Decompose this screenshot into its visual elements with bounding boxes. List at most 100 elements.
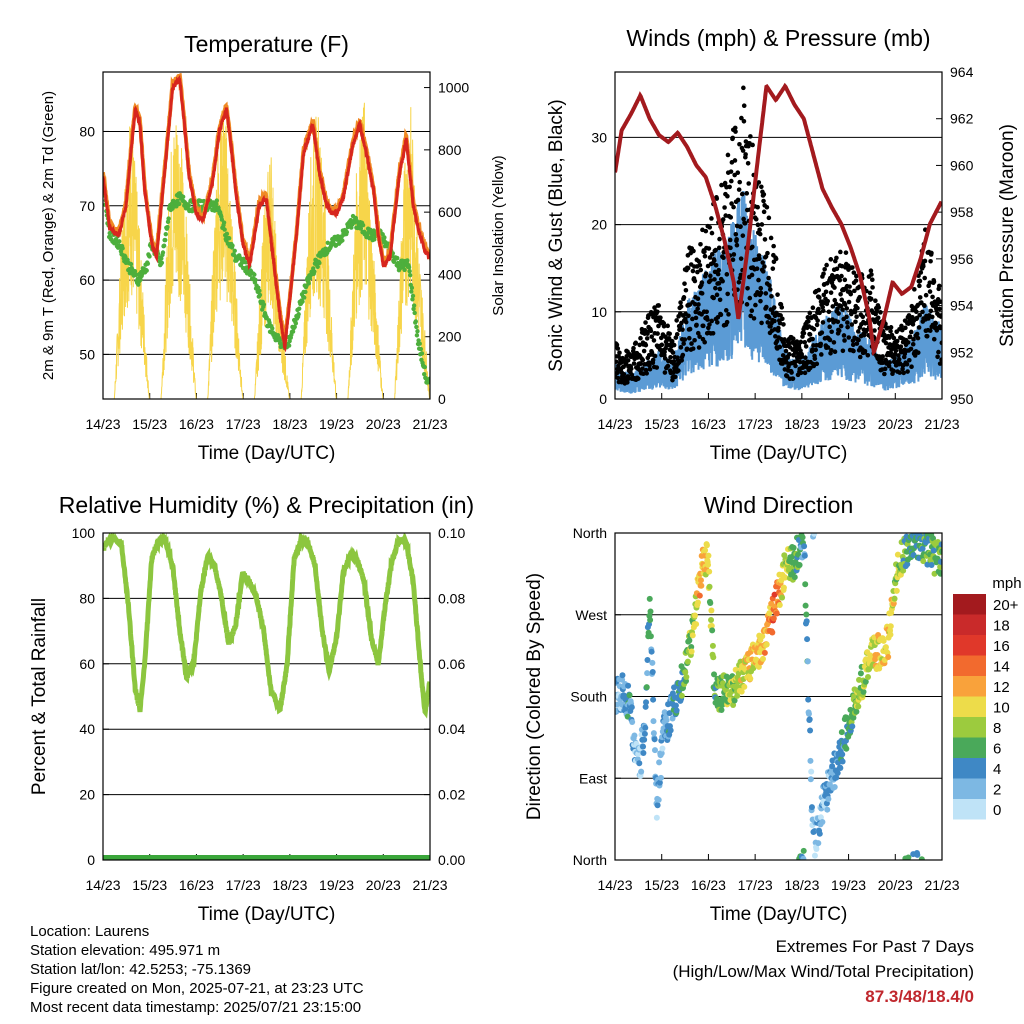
- gust-point: [738, 256, 744, 261]
- y-tick-label: East: [579, 770, 607, 786]
- gust-point: [898, 344, 904, 349]
- gust-point: [651, 338, 657, 343]
- gust-point: [912, 287, 917, 292]
- gust-point: [678, 304, 684, 309]
- gust-point: [741, 216, 746, 222]
- gust-point: [695, 306, 700, 312]
- gust-point: [939, 357, 942, 362]
- dewpoint-point: [117, 239, 122, 244]
- direction-point: [937, 563, 942, 570]
- gust-point: [802, 370, 808, 376]
- dewpoint-point: [360, 222, 366, 228]
- y-tick-label: 0: [87, 852, 95, 868]
- direction-point: [779, 594, 786, 601]
- gust-point: [658, 315, 663, 320]
- legend-label: 20+: [993, 597, 1019, 614]
- gust-point: [903, 325, 908, 331]
- x-tick-label: 16/23: [179, 877, 214, 893]
- gust-point: [690, 346, 696, 351]
- gust-point: [692, 301, 698, 307]
- x-tick-label: 16/23: [179, 416, 214, 432]
- gust-point: [732, 125, 738, 131]
- gust-point: [846, 335, 852, 340]
- gust-point: [851, 348, 856, 354]
- gust-point: [771, 243, 776, 249]
- direction-point: [855, 703, 862, 710]
- gust-point: [768, 235, 774, 241]
- direction-point: [659, 745, 666, 752]
- gust-point: [706, 246, 712, 251]
- direction-point: [731, 697, 738, 704]
- gust-point: [733, 129, 738, 134]
- gust-point: [737, 141, 742, 147]
- direction-point: [714, 695, 721, 702]
- gust-point: [626, 376, 632, 381]
- gust-point: [846, 299, 852, 305]
- direction-point: [834, 769, 841, 776]
- legend-label: 2: [993, 782, 1001, 799]
- gust-point: [762, 264, 767, 269]
- direction-point: [885, 653, 892, 660]
- gust-point: [808, 365, 813, 371]
- y2-tick-label: 0.04: [438, 721, 465, 737]
- panel-title: Temperature (F): [184, 31, 349, 57]
- legend-label: 12: [993, 679, 1010, 696]
- gust-point: [640, 366, 645, 371]
- gust-point: [680, 327, 685, 332]
- gust-point: [659, 342, 665, 348]
- direction-point: [720, 680, 727, 687]
- gust-point: [872, 328, 877, 333]
- dewpoint-point: [382, 235, 387, 240]
- gust-point: [911, 337, 916, 342]
- legend-label: 10: [993, 700, 1010, 717]
- x-tick-label: 19/23: [319, 416, 354, 432]
- direction-point: [710, 654, 717, 661]
- gust-point: [934, 328, 940, 333]
- gust-point: [692, 337, 697, 343]
- dewpoint-point: [253, 277, 258, 283]
- dewpoint-point: [161, 243, 167, 248]
- gust-point: [662, 370, 668, 375]
- gust-point: [885, 325, 890, 331]
- gust-point: [705, 317, 710, 322]
- gust-point: [741, 103, 747, 108]
- direction-point: [741, 683, 748, 690]
- dewpoint-point: [315, 264, 320, 269]
- gust-point: [893, 348, 899, 354]
- gust-point: [928, 328, 933, 333]
- gust-point: [828, 257, 834, 262]
- gust-point: [765, 320, 771, 325]
- dewpoint-point: [325, 240, 330, 245]
- gust-point: [720, 278, 725, 284]
- gust-point: [844, 306, 850, 311]
- gust-point: [910, 314, 915, 320]
- direction-point: [649, 659, 656, 666]
- x-tick-label: 20/23: [366, 416, 401, 432]
- gust-point: [711, 295, 716, 301]
- y2-tick-label: 964: [950, 64, 974, 80]
- x-tick-label: 18/23: [784, 877, 819, 893]
- direction-point: [811, 852, 818, 859]
- direction-point: [615, 701, 621, 708]
- gust-point: [695, 296, 701, 302]
- y2-axis-label: Solar Insolation (Yellow): [490, 155, 507, 315]
- y-tick-label: 70: [79, 198, 95, 214]
- gust-point: [731, 204, 736, 210]
- gust-point: [931, 279, 937, 285]
- gust-point: [789, 370, 794, 375]
- direction-point: [734, 692, 741, 699]
- direction-point: [894, 551, 901, 558]
- gust-point: [654, 365, 660, 370]
- gust-point: [849, 322, 855, 327]
- gust-point: [838, 291, 843, 297]
- dewpoint-point: [261, 302, 267, 307]
- legend-label: 18: [993, 618, 1010, 635]
- dewpoint-point: [214, 201, 219, 207]
- direction-point: [803, 611, 810, 618]
- gust-point: [909, 303, 915, 309]
- legend-title: mph: [992, 575, 1021, 592]
- gust-point: [751, 316, 757, 321]
- legend-swatch: [953, 614, 986, 635]
- legend-swatch: [953, 655, 986, 676]
